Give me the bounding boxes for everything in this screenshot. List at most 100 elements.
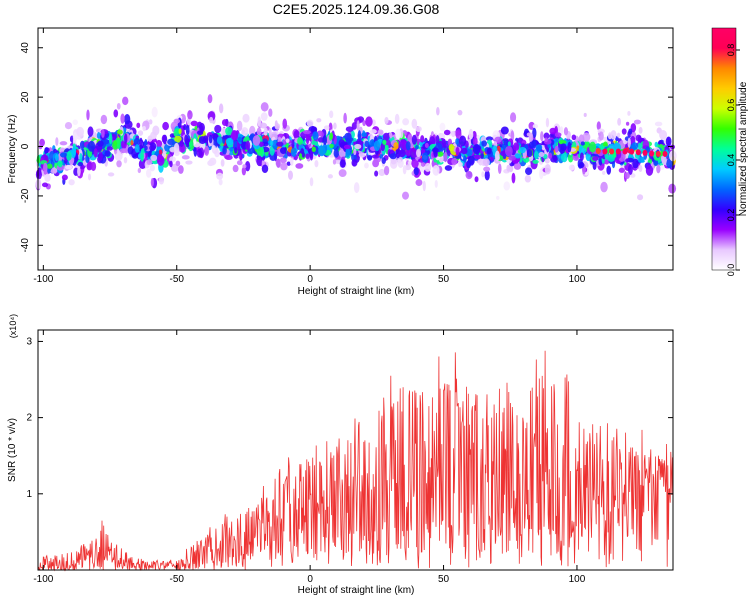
spectrogram-cell bbox=[345, 147, 351, 158]
spectrogram-cell bbox=[173, 142, 180, 154]
x-tick-label: 0 bbox=[307, 274, 313, 285]
spectrogram-cell bbox=[374, 170, 379, 177]
spectrogram-cell bbox=[642, 149, 648, 156]
spectrogram-cell bbox=[297, 137, 303, 146]
spectrogram-cell bbox=[351, 159, 358, 167]
spectrogram-cell bbox=[158, 176, 165, 185]
spectrogram-cell bbox=[580, 141, 585, 146]
spectrogram-cell bbox=[268, 127, 272, 138]
spectrogram-cell bbox=[451, 130, 456, 138]
spectrogram-cell bbox=[380, 142, 385, 152]
spectrogram-cell bbox=[209, 116, 214, 124]
spectrogram-cell bbox=[656, 164, 661, 174]
spectrogram-cell bbox=[55, 137, 59, 146]
spectrogram-cell bbox=[142, 125, 146, 132]
spectrogram-cell bbox=[636, 194, 644, 201]
spectrogram-cell bbox=[436, 151, 444, 157]
spectrogram-cell bbox=[377, 129, 384, 135]
spectrogram-cell bbox=[510, 112, 517, 123]
spectrogram-cell bbox=[152, 125, 160, 136]
spectrogram-cell bbox=[130, 139, 134, 146]
spectrogram-cell bbox=[87, 173, 92, 181]
spectrogram-cell bbox=[185, 160, 193, 165]
spectrogram-cell bbox=[474, 176, 479, 183]
spectrogram-cell bbox=[257, 116, 261, 127]
spectrogram-cell bbox=[459, 135, 467, 147]
spectrogram-cell bbox=[244, 160, 251, 172]
x-tick-label: -100 bbox=[33, 574, 53, 585]
spectrogram-cell bbox=[207, 94, 213, 104]
spectrogram-cell bbox=[72, 119, 78, 126]
spectrogram-cell bbox=[290, 147, 297, 158]
spectrogram-cell bbox=[345, 126, 354, 132]
spectrogram-cell bbox=[507, 141, 511, 147]
spectrogram-cell bbox=[306, 119, 314, 127]
spectrogram-cell bbox=[305, 133, 310, 145]
spectrogram-cell bbox=[622, 148, 628, 155]
spectrogram-cell bbox=[532, 159, 539, 164]
spectrogram-cell bbox=[35, 169, 42, 180]
spectrogram-cell bbox=[378, 169, 386, 177]
spectrogram-cell bbox=[108, 133, 113, 145]
spectrogram-cell bbox=[208, 157, 217, 166]
spectrogram-cell bbox=[544, 163, 551, 175]
spectrogram-cell bbox=[256, 127, 262, 136]
spectrogram-cell bbox=[384, 116, 389, 124]
spectrogram-cell bbox=[286, 161, 291, 166]
spectrogram-cell bbox=[147, 135, 153, 142]
spectrogram-cell bbox=[389, 153, 397, 160]
spectrogram-cell bbox=[402, 165, 407, 175]
spectrogram-cell bbox=[543, 132, 550, 140]
spectrogram-cell bbox=[59, 141, 68, 146]
spectrogram-cell bbox=[151, 106, 158, 118]
spectrogram-cell bbox=[532, 124, 539, 129]
spectrogram-cell bbox=[225, 137, 234, 146]
y-tick-label: 3 bbox=[26, 336, 32, 347]
spectrogram-cell bbox=[229, 146, 234, 152]
spectrogram-cell bbox=[117, 129, 123, 135]
spectrogram-cell bbox=[631, 142, 639, 150]
spectrogram-cell bbox=[395, 128, 401, 140]
spectrogram-cell bbox=[394, 113, 400, 125]
spectrogram-cell bbox=[268, 108, 273, 117]
spectrogram-cell bbox=[432, 164, 440, 176]
spectrogram-cell bbox=[144, 145, 148, 151]
spectrogram-cell bbox=[413, 167, 419, 176]
spectrogram-cell bbox=[561, 152, 568, 163]
spectrogram-cell bbox=[532, 127, 537, 139]
y-tick-label: 2 bbox=[26, 413, 32, 424]
spectrogram-cell bbox=[511, 172, 516, 184]
spectrogram-cell bbox=[361, 132, 367, 138]
spectrogram-cell bbox=[156, 155, 165, 166]
spectrogram-cell bbox=[44, 173, 51, 182]
spectrogram-cell bbox=[145, 168, 152, 178]
spectrogram-cell bbox=[149, 145, 156, 152]
spectrogram-cell bbox=[124, 133, 128, 144]
spectrogram-cell bbox=[369, 129, 377, 134]
spectrogram-cell bbox=[545, 117, 550, 128]
spectrogram-cell bbox=[161, 134, 167, 143]
y-tick-label: -20 bbox=[20, 188, 31, 203]
spectrogram-cell bbox=[362, 120, 366, 127]
spectrogram-cell bbox=[252, 135, 261, 146]
spectrogram-cell bbox=[624, 172, 630, 180]
spectrogram-cell bbox=[354, 143, 362, 150]
y-tick-label: 1 bbox=[26, 489, 32, 500]
spectrogram-cell bbox=[539, 168, 544, 180]
spectrogram-cell bbox=[637, 142, 642, 151]
spectrogram-cell bbox=[309, 149, 314, 161]
spectrogram-cell bbox=[598, 157, 603, 166]
spectrogram-cell bbox=[214, 124, 222, 134]
spectrogram-cell bbox=[568, 164, 575, 171]
snr-frame bbox=[37, 329, 674, 571]
spectrogram-cell bbox=[224, 154, 233, 161]
spectrogram-cell bbox=[178, 128, 182, 135]
spectrogram-y-ticks: -40 -20 0 20 40 bbox=[20, 42, 673, 253]
spectrogram-cell bbox=[618, 167, 626, 173]
spectrogram-cell bbox=[116, 160, 122, 168]
spectrogram-cell bbox=[627, 110, 631, 116]
spectrogram-cell bbox=[585, 142, 590, 148]
spectrogram-cell bbox=[344, 132, 352, 142]
spectrogram-cell bbox=[158, 149, 163, 155]
colorbar-gradient bbox=[711, 27, 737, 271]
